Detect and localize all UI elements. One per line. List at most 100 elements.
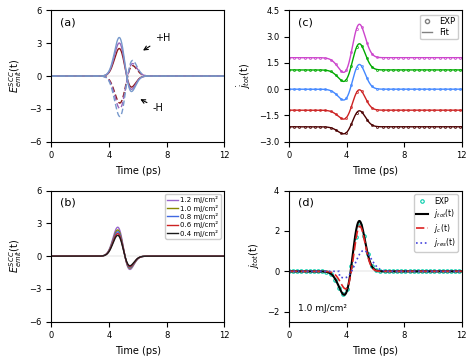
EXP bbox=[315, 269, 321, 273]
Line: EXP: EXP bbox=[287, 224, 461, 296]
Line: 0.4 mJ/cm²: 0.4 mJ/cm² bbox=[51, 235, 224, 266]
EXP bbox=[394, 269, 400, 273]
$j_{res}$(t) bbox=[369, 258, 374, 262]
0.8 mJ/cm² bbox=[115, 229, 121, 234]
EXP bbox=[411, 269, 417, 273]
EXP bbox=[294, 269, 300, 273]
Y-axis label: $E_{emit}^{SCC}$(t): $E_{emit}^{SCC}$(t) bbox=[7, 59, 24, 93]
1.2 mJ/cm² bbox=[131, 262, 137, 266]
EXP bbox=[423, 269, 429, 273]
1.2 mJ/cm² bbox=[132, 260, 138, 265]
X-axis label: Time (ps): Time (ps) bbox=[115, 346, 161, 356]
EXP bbox=[415, 269, 420, 273]
$j_{res}$(t) bbox=[380, 268, 386, 273]
Line: $j_c$(t): $j_c$(t) bbox=[289, 226, 462, 289]
EXP bbox=[407, 269, 412, 273]
1.0 mJ/cm² bbox=[131, 261, 137, 266]
0.8 mJ/cm² bbox=[218, 254, 224, 258]
$j_c$(t) bbox=[370, 266, 376, 271]
1.0 mJ/cm² bbox=[132, 260, 138, 264]
$j_{tot}$(t) bbox=[428, 269, 434, 273]
EXP bbox=[291, 269, 296, 273]
Line: 1.2 mJ/cm²: 1.2 mJ/cm² bbox=[51, 227, 224, 269]
0.8 mJ/cm² bbox=[48, 254, 54, 258]
1.2 mJ/cm² bbox=[218, 254, 224, 258]
0.6 mJ/cm² bbox=[132, 259, 138, 263]
EXP bbox=[332, 277, 337, 282]
0.6 mJ/cm² bbox=[127, 264, 133, 269]
$j_{res}$(t) bbox=[341, 276, 347, 280]
0.6 mJ/cm² bbox=[143, 254, 148, 258]
EXP bbox=[452, 269, 458, 273]
0.8 mJ/cm² bbox=[127, 265, 133, 270]
EXP bbox=[365, 252, 371, 257]
EXP bbox=[328, 272, 333, 277]
0.8 mJ/cm² bbox=[152, 254, 158, 258]
1.2 mJ/cm² bbox=[152, 254, 158, 258]
EXP bbox=[340, 292, 346, 297]
Text: (d): (d) bbox=[298, 197, 313, 207]
$j_{tot}$(t) bbox=[356, 219, 362, 223]
EXP bbox=[390, 269, 396, 273]
$j_{tot}$(t) bbox=[456, 269, 461, 273]
$j_c$(t) bbox=[428, 269, 434, 273]
$j_{res}$(t) bbox=[428, 269, 434, 273]
0.6 mJ/cm² bbox=[152, 254, 158, 258]
0.4 mJ/cm² bbox=[143, 254, 148, 258]
EXP bbox=[311, 269, 317, 273]
0.6 mJ/cm² bbox=[221, 254, 227, 258]
Y-axis label: $\dot{j}_{tot}$(t): $\dot{j}_{tot}$(t) bbox=[237, 63, 254, 89]
EXP bbox=[398, 269, 404, 273]
EXP bbox=[448, 269, 454, 273]
1.2 mJ/cm² bbox=[143, 254, 148, 258]
0.8 mJ/cm² bbox=[143, 254, 148, 258]
1.2 mJ/cm² bbox=[221, 254, 227, 258]
Line: 0.8 mJ/cm²: 0.8 mJ/cm² bbox=[51, 232, 224, 268]
1.0 mJ/cm² bbox=[221, 254, 227, 258]
0.8 mJ/cm² bbox=[191, 254, 197, 258]
EXP bbox=[402, 269, 408, 273]
0.4 mJ/cm² bbox=[48, 254, 54, 258]
EXP bbox=[374, 268, 379, 272]
0.4 mJ/cm² bbox=[132, 258, 138, 263]
0.6 mJ/cm² bbox=[48, 254, 54, 258]
1.0 mJ/cm² bbox=[48, 254, 54, 258]
X-axis label: Time (ps): Time (ps) bbox=[352, 346, 399, 356]
0.8 mJ/cm² bbox=[221, 254, 227, 258]
$j_{res}$(t) bbox=[361, 248, 367, 253]
Text: -H: -H bbox=[141, 100, 163, 113]
EXP bbox=[319, 269, 325, 274]
1.2 mJ/cm² bbox=[191, 254, 197, 258]
$j_c$(t) bbox=[286, 269, 292, 273]
$j_c$(t) bbox=[343, 287, 348, 291]
EXP bbox=[286, 269, 292, 273]
0.8 mJ/cm² bbox=[131, 261, 137, 265]
Text: (b): (b) bbox=[60, 197, 76, 207]
$j_c$(t) bbox=[456, 269, 461, 273]
$j_{res}$(t) bbox=[390, 269, 395, 273]
0.4 mJ/cm² bbox=[127, 264, 133, 268]
1.0 mJ/cm² bbox=[152, 254, 158, 258]
$j_{tot}$(t) bbox=[390, 269, 395, 273]
0.6 mJ/cm² bbox=[115, 231, 121, 236]
1.2 mJ/cm² bbox=[127, 267, 133, 272]
X-axis label: Time (ps): Time (ps) bbox=[352, 166, 399, 176]
EXP bbox=[432, 269, 438, 273]
EXP bbox=[348, 264, 354, 268]
0.4 mJ/cm² bbox=[221, 254, 227, 258]
EXP bbox=[357, 223, 363, 227]
Line: $j_{res}$(t): $j_{res}$(t) bbox=[289, 250, 462, 278]
Line: 0.6 mJ/cm²: 0.6 mJ/cm² bbox=[51, 233, 224, 266]
$j_{tot}$(t) bbox=[341, 293, 347, 297]
0.6 mJ/cm² bbox=[131, 260, 137, 265]
EXP bbox=[369, 264, 375, 268]
EXP bbox=[436, 269, 441, 273]
EXP bbox=[303, 269, 309, 273]
$j_c$(t) bbox=[459, 269, 465, 273]
Y-axis label: $E_{emit}^{SCC}$(t): $E_{emit}^{SCC}$(t) bbox=[7, 239, 24, 273]
EXP bbox=[456, 269, 462, 273]
EXP bbox=[324, 270, 329, 274]
0.4 mJ/cm² bbox=[191, 254, 197, 258]
EXP bbox=[299, 269, 304, 273]
EXP bbox=[378, 269, 383, 273]
